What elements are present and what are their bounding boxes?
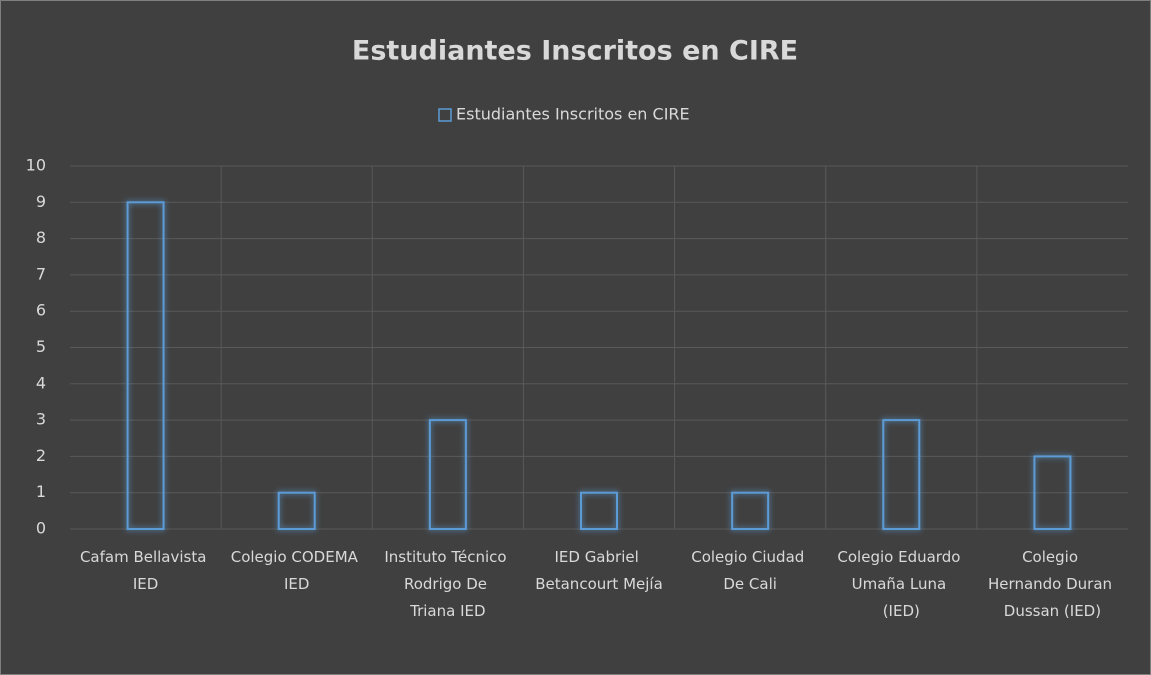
bar (882, 419, 921, 531)
bar (126, 201, 165, 531)
y-tick-label: 1 (36, 482, 46, 501)
y-tick-label: 0 (36, 519, 46, 538)
x-tick-label: IED Gabriel Betancourt Mejía (535, 548, 663, 593)
bar (277, 491, 316, 531)
y-tick-label: 10 (26, 156, 46, 175)
x-tick-label: Colegio CODEMA IED (231, 548, 363, 593)
x-tick-label: Colegio Ciudad De Cali (691, 548, 809, 593)
bar (1033, 455, 1072, 530)
y-tick-label: 7 (36, 264, 46, 283)
x-tick-label: Colegio Hernando Duran Dussan (IED) (988, 548, 1117, 620)
chart-title: Estudiantes Inscritos en CIRE (352, 36, 798, 67)
legend-label: Estudiantes Inscritos en CIRE (456, 105, 690, 124)
x-tick-label: Instituto Técnico Rodrigo De Triana IED (384, 548, 511, 620)
bar (428, 419, 467, 531)
y-tick-label: 4 (36, 373, 46, 392)
y-tick-label: 3 (36, 410, 46, 429)
legend-swatch (438, 108, 452, 122)
bar (731, 491, 770, 531)
y-tick-label: 8 (36, 228, 46, 247)
y-tick-label: 9 (36, 192, 46, 211)
y-tick-label: 2 (36, 446, 46, 465)
y-tick-label: 6 (36, 301, 46, 320)
x-tick-label: Colegio Eduardo Umaña Luna (IED) (837, 548, 965, 620)
bar (580, 491, 618, 531)
y-tick-label: 5 (36, 337, 46, 356)
x-tick-label: Cafam Bellavista IED (80, 548, 211, 593)
